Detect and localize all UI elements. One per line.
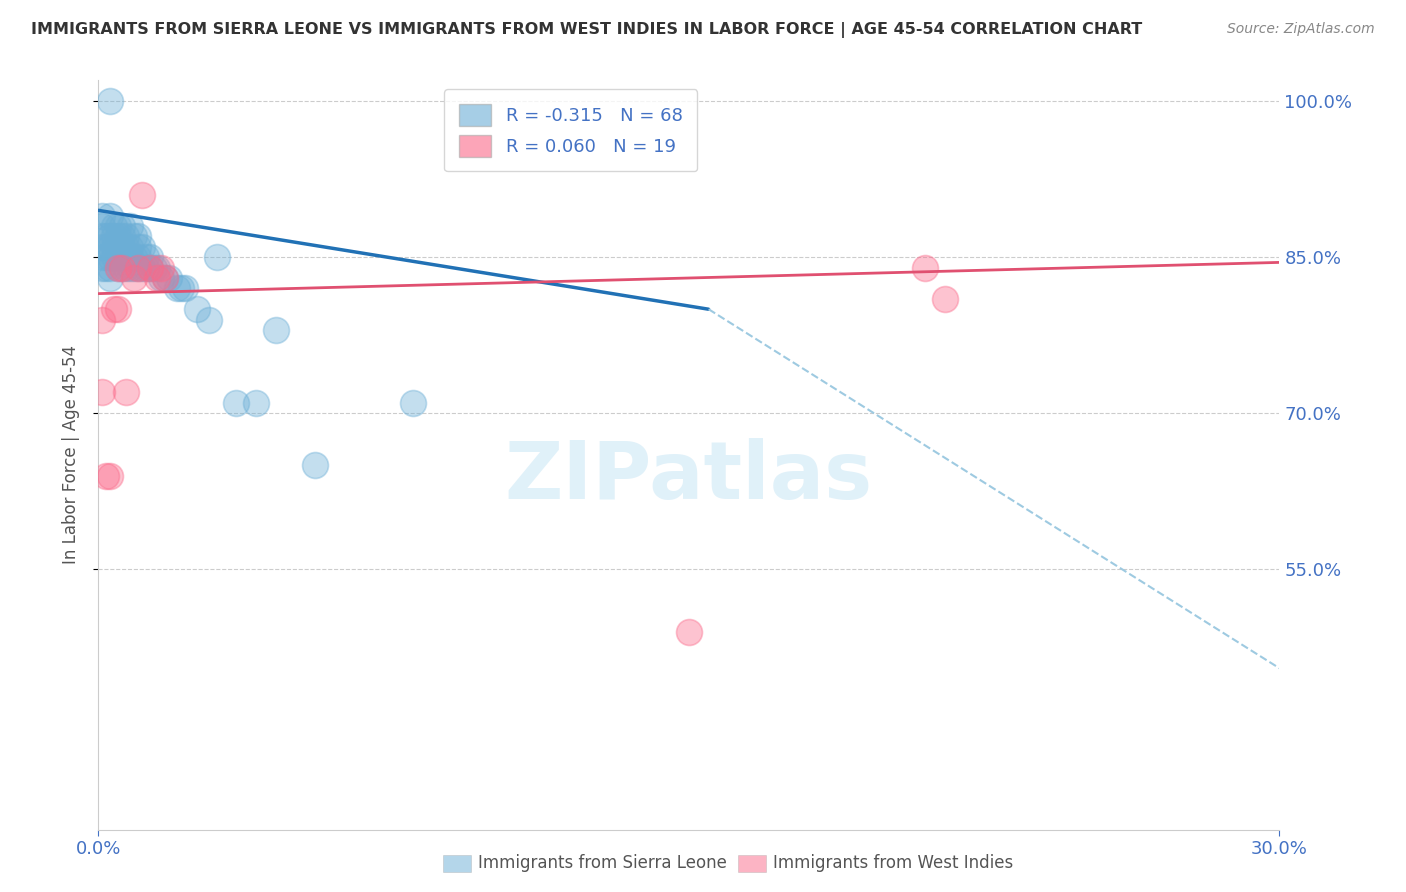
Point (103, 250, 125, 264)
Point (678, 624, 700, 639)
Point (131, 240, 153, 254)
Point (118, 219, 141, 233)
Point (245, 396, 267, 410)
Point (402, 396, 425, 410)
Point (91, 229, 114, 244)
Point (170, 281, 193, 295)
Point (91, 240, 114, 254)
Point (115, 240, 138, 254)
Text: Source: ZipAtlas.com: Source: ZipAtlas.com (1227, 22, 1375, 37)
Point (107, 250, 129, 264)
Point (103, 302, 125, 317)
Point (111, 260, 134, 275)
Point (127, 260, 149, 275)
Text: IMMIGRANTS FROM SIERRA LEONE VS IMMIGRANTS FROM WEST INDIES IN LABOR FORCE | AGE: IMMIGRANTS FROM SIERRA LEONE VS IMMIGRAN… (31, 22, 1142, 38)
Y-axis label: In Labor Force | Age 45-54: In Labor Force | Age 45-54 (62, 345, 80, 565)
Point (98, 94, 121, 108)
Text: Immigrants from West Indies: Immigrants from West Indies (773, 855, 1014, 872)
Point (122, 271, 145, 285)
Point (197, 312, 219, 326)
Point (107, 240, 129, 254)
Point (146, 271, 169, 285)
Point (127, 250, 149, 264)
Point (98, 229, 121, 244)
Point (111, 250, 134, 264)
Point (115, 250, 138, 264)
Point (98, 209, 121, 223)
Point (225, 396, 247, 410)
Point (174, 281, 197, 295)
Point (103, 229, 125, 244)
Point (155, 271, 177, 285)
Point (103, 240, 125, 254)
Point (135, 250, 157, 264)
Point (122, 229, 145, 244)
Point (91, 385, 114, 400)
Text: Immigrants from Sierra Leone: Immigrants from Sierra Leone (478, 855, 727, 872)
Point (127, 229, 149, 244)
Point (98, 271, 121, 285)
Point (91, 219, 114, 233)
Point (107, 260, 129, 275)
Point (96, 260, 118, 275)
Point (111, 219, 134, 233)
Point (122, 250, 145, 264)
Point (115, 229, 138, 244)
Point (115, 385, 138, 400)
Point (122, 260, 145, 275)
Point (157, 271, 180, 285)
Text: ZIPatlas: ZIPatlas (505, 438, 873, 516)
Point (98, 260, 121, 275)
Point (131, 187, 153, 202)
Point (138, 260, 160, 275)
Point (107, 302, 129, 317)
Point (107, 260, 129, 275)
Point (91, 312, 114, 326)
Point (138, 260, 160, 275)
Point (127, 260, 149, 275)
Point (118, 250, 141, 264)
Point (96, 250, 118, 264)
Point (934, 292, 956, 306)
Point (146, 260, 169, 275)
Point (304, 458, 326, 473)
Point (118, 260, 141, 275)
Point (166, 281, 188, 295)
Point (103, 219, 125, 233)
Point (98, 250, 121, 264)
Point (96, 240, 118, 254)
Point (96, 229, 118, 244)
Point (138, 250, 160, 264)
Point (127, 240, 149, 254)
Point (111, 260, 134, 275)
Point (142, 260, 165, 275)
Point (155, 271, 177, 285)
Point (264, 323, 287, 337)
Legend: R = -0.315   N = 68, R = 0.060   N = 19: R = -0.315 N = 68, R = 0.060 N = 19 (444, 89, 697, 171)
Point (150, 260, 173, 275)
Point (150, 271, 173, 285)
Point (131, 260, 153, 275)
Point (115, 260, 138, 275)
Point (107, 229, 129, 244)
Point (91, 250, 114, 264)
Point (96, 468, 118, 483)
Point (135, 260, 157, 275)
Point (107, 219, 129, 233)
Point (914, 260, 936, 275)
Point (111, 240, 134, 254)
Point (98, 468, 121, 483)
Point (98, 240, 121, 254)
Point (111, 229, 134, 244)
Point (186, 302, 208, 317)
Point (118, 240, 141, 254)
Point (91, 209, 114, 223)
Point (205, 250, 228, 264)
Point (91, 260, 114, 275)
